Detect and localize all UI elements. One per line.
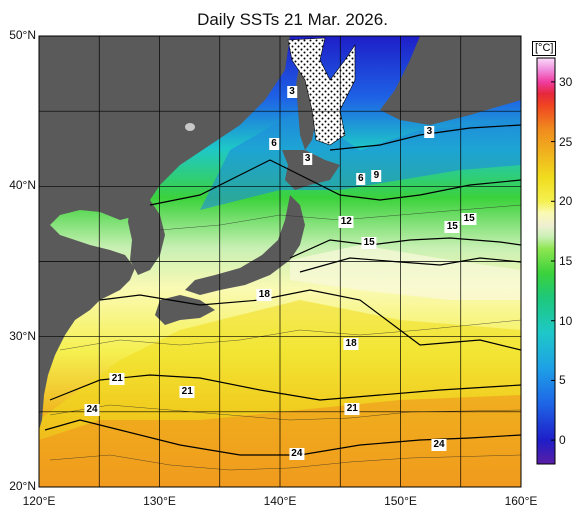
isotherm-value-label: 3 xyxy=(287,85,297,98)
longitude-label: 160°E xyxy=(504,494,538,508)
isotherm-value-label: 21 xyxy=(344,402,360,415)
latitude-label: 40°N xyxy=(9,178,36,193)
isotherm-value-label: 24 xyxy=(289,447,305,460)
isotherm-value-label: 24 xyxy=(431,438,447,451)
isotherm-3 xyxy=(329,124,521,151)
colorbar-tick-label: 25 xyxy=(559,134,573,149)
isotherm-15 xyxy=(299,257,521,273)
colorbar-tick-label: 10 xyxy=(559,313,573,328)
colorbar-unit-label: [°C] xyxy=(532,41,557,56)
isotherm-value-label: 6 xyxy=(269,138,279,151)
isotherm-contours xyxy=(44,124,521,456)
graticule xyxy=(39,36,521,487)
sakhalin-island xyxy=(296,60,316,150)
hokkaido-island xyxy=(282,150,340,190)
map-frame xyxy=(38,35,522,488)
isotherm-value-label: 6 xyxy=(355,172,366,185)
asian-continent xyxy=(39,36,290,430)
latitude-label: 30°N xyxy=(9,328,36,343)
colorbar-tick-label: 5 xyxy=(559,373,566,388)
isotherm-value-label: 9 xyxy=(371,169,382,182)
isotherm-value-label: 15 xyxy=(444,220,460,233)
small-island xyxy=(185,123,195,131)
kyushu-shikoku-islands xyxy=(155,295,215,325)
isotherm-value-label: 18 xyxy=(256,288,272,301)
longitude-label: 130°E xyxy=(143,494,176,508)
isotherm-value-label: 15 xyxy=(461,213,477,226)
colorbar-tick-label: 30 xyxy=(559,74,573,89)
isotherm-value-label: 15 xyxy=(361,237,377,250)
isotherm-value-label: 18 xyxy=(343,338,359,351)
land xyxy=(39,36,521,430)
isotherm-value-label: 3 xyxy=(302,153,313,166)
isotherm-18 xyxy=(99,289,521,351)
isotherm-value-label: 21 xyxy=(179,386,195,399)
colorbar-tick-label: 15 xyxy=(559,254,573,268)
colorbar xyxy=(536,57,556,465)
colorbar-tick-label: 0 xyxy=(559,433,566,448)
map-title: Daily SSTs 21 Mar. 2026. xyxy=(197,10,388,29)
isotherm-value-label: 24 xyxy=(84,404,100,417)
isotherm-value-label: 12 xyxy=(338,216,354,229)
korean-peninsula xyxy=(128,200,165,275)
longitude-label: 140°E xyxy=(263,494,297,508)
longitude-label: 150°E xyxy=(384,494,417,508)
isotherm-12 xyxy=(289,237,521,259)
latitude-label: 20°N xyxy=(9,479,36,493)
isotherm-value-label: 3 xyxy=(424,126,435,139)
longitude-label: 120°E xyxy=(22,494,56,508)
latitude-label: 50°N xyxy=(9,28,36,42)
colorbar-tick-label: 20 xyxy=(559,194,573,209)
kamchatka-kuril-region xyxy=(380,36,521,125)
isotherm-value-label: 21 xyxy=(109,372,125,385)
honshu-island xyxy=(185,195,305,295)
